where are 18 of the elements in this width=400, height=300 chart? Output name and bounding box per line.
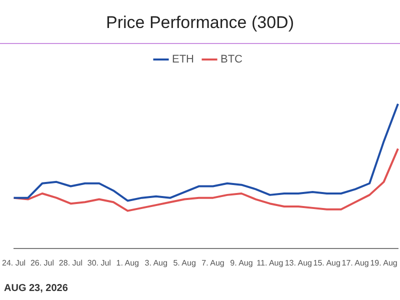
chart-title: Price Performance (30D) xyxy=(0,0,400,44)
x-tick-label: 15. Aug xyxy=(313,258,340,268)
x-tick-label: 13. Aug xyxy=(284,258,312,268)
x-tick-label: 11. Aug xyxy=(256,258,284,268)
x-tick-label: 30. Jul xyxy=(87,258,112,268)
legend-label: BTC xyxy=(220,54,243,66)
x-tick-label: 26. Jul xyxy=(30,258,54,268)
x-tick-label: 19. Aug xyxy=(370,258,398,268)
text: AUG 23, 2026 xyxy=(4,283,68,294)
x-tick-label: 7. Aug xyxy=(202,258,224,268)
x-tick-label: 28. Jul xyxy=(58,258,83,268)
x-tick-label: 1. Aug xyxy=(116,258,139,268)
x-tick-label: 9. Aug xyxy=(230,258,253,268)
x-tick-label: 5. Aug xyxy=(173,258,196,268)
x-tick-label: 17. Aug xyxy=(342,258,369,268)
legend-label: ETH xyxy=(172,54,194,66)
x-tick-label: 24. Jul xyxy=(2,258,26,268)
x-tick-label: 3. Aug xyxy=(144,258,168,268)
